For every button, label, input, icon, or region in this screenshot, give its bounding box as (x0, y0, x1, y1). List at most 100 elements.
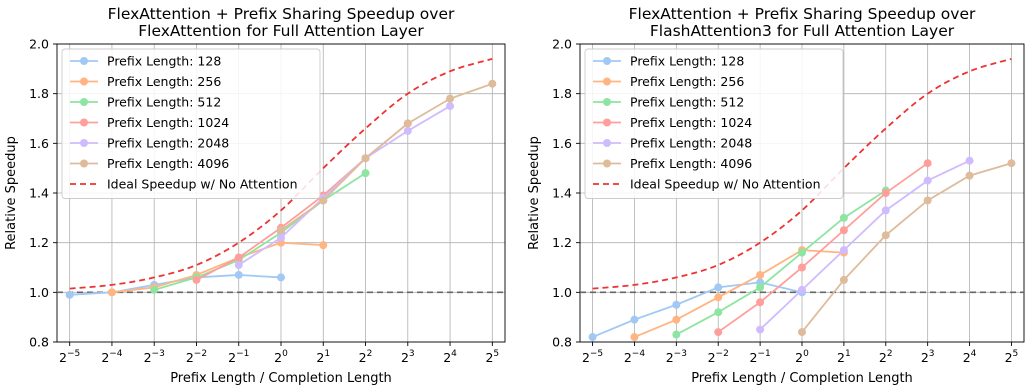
x-tick-label: 2−5 (59, 349, 80, 365)
legend: Prefix Length: 128 Prefix Length: 256 Pref… (61, 48, 321, 199)
data-point (839, 275, 848, 284)
data-point (756, 325, 765, 334)
series-line (280, 82, 493, 231)
series-2 (630, 246, 848, 342)
data-point (839, 246, 848, 255)
x-tick-label: 2−2 (708, 349, 729, 365)
series-1 (65, 270, 285, 299)
data-point (714, 308, 723, 317)
x-tick-label: 25 (1005, 349, 1019, 365)
data-point (1007, 159, 1016, 168)
data-point (234, 270, 243, 279)
series-line (634, 249, 844, 338)
legend-entry: Prefix Length: 512 (630, 95, 744, 110)
data-point (319, 241, 328, 250)
legend: Prefix Length: 128 Prefix Length: 256 Pref… (584, 48, 844, 199)
legend-entry: Ideal Speedup w/ No Attention (107, 177, 298, 192)
data-point (361, 169, 370, 178)
x-tick-label: 23 (401, 349, 415, 365)
x-tick-label: 24 (963, 349, 977, 365)
series-line (717, 162, 929, 333)
legend-entry: Prefix Length: 4096 (107, 156, 229, 171)
y-tick-label: 1.8 (552, 86, 572, 101)
data-point (923, 176, 932, 185)
data-point (150, 285, 159, 294)
y-axis-label: Relative Speedup (527, 136, 542, 250)
y-tick-label: 1.6 (552, 136, 572, 151)
legend-marker (80, 139, 88, 147)
x-tick-label: 2−4 (624, 349, 645, 365)
data-point (881, 231, 890, 240)
y-tick-label: 2.0 (29, 37, 49, 52)
data-point (881, 206, 890, 215)
legend-marker (603, 57, 611, 65)
x-tick-label: 22 (879, 349, 893, 365)
y-tick-label: 1.4 (29, 186, 49, 201)
x-tick-label: 2−1 (749, 349, 770, 365)
data-point (798, 328, 806, 337)
chart-title: FlexAttention + Prefix Sharing Speedup o… (108, 5, 455, 23)
legend-entry: Prefix Length: 128 (107, 54, 221, 69)
y-axis-label: Relative Speedup (4, 136, 19, 250)
x-tick-label: 25 (485, 349, 499, 365)
legend-marker (603, 98, 611, 106)
data-point (923, 159, 932, 168)
legend-marker (603, 159, 611, 168)
data-point (714, 293, 723, 302)
data-point (839, 213, 848, 222)
legend-entry: Prefix Length: 256 (107, 74, 221, 89)
data-point (446, 94, 455, 103)
series-line (153, 172, 367, 291)
data-point (798, 248, 806, 257)
legend-entry: Prefix Length: 256 (630, 74, 744, 89)
x-tick-label: 2−5 (582, 349, 603, 365)
chart-panel-2: FlexAttention + Prefix Sharing Speedup o… (527, 5, 1025, 386)
series-line (759, 159, 970, 331)
y-tick-label: 2.0 (552, 37, 572, 52)
series-line (592, 281, 803, 338)
ideal-speedup-line (69, 58, 493, 290)
data-point (277, 273, 285, 282)
data-point (798, 263, 806, 272)
chart-panel-1: FlexAttention + Prefix Sharing Speedup o… (4, 5, 506, 386)
legend-box (584, 48, 844, 199)
data-point (672, 300, 681, 309)
legend-entry: Prefix Length: 1024 (107, 115, 229, 130)
x-tick-label: 2−4 (101, 349, 122, 365)
legend-entry: Prefix Length: 512 (107, 95, 221, 110)
data-point (756, 298, 765, 307)
series-line (675, 189, 887, 336)
data-point (107, 288, 116, 297)
data-point (403, 119, 412, 128)
x-tick-label: 20 (274, 349, 288, 365)
legend-entry: Prefix Length: 1024 (630, 115, 752, 130)
data-point (234, 253, 243, 262)
chart-title: FlexAttention for Full Attention Layer (138, 22, 424, 40)
data-point (65, 290, 74, 299)
legend-marker (80, 57, 88, 65)
data-point (234, 261, 243, 270)
legend-entry: Prefix Length: 2048 (107, 136, 229, 151)
data-point (588, 333, 597, 342)
y-tick-label: 1.0 (552, 285, 572, 300)
x-tick-label: 2−1 (228, 349, 249, 365)
x-tick-label: 20 (795, 349, 809, 365)
legend-box (61, 48, 321, 199)
legend-marker (603, 139, 611, 147)
x-tick-label: 21 (316, 349, 330, 365)
data-point (923, 196, 932, 205)
data-point (630, 315, 639, 324)
x-axis-label: Prefix Length / Completion Length (170, 371, 392, 386)
y-tick-label: 0.8 (29, 335, 49, 350)
x-tick-label: 2−3 (144, 349, 165, 365)
legend-marker (80, 118, 88, 127)
data-point (277, 233, 285, 242)
legend-entry: Prefix Length: 2048 (630, 136, 752, 151)
x-tick-label: 24 (443, 349, 457, 365)
y-tick-label: 1.8 (29, 86, 49, 101)
x-tick-label: 2−2 (186, 349, 207, 365)
data-point (361, 154, 370, 163)
data-point (319, 196, 328, 205)
data-point (446, 102, 455, 111)
